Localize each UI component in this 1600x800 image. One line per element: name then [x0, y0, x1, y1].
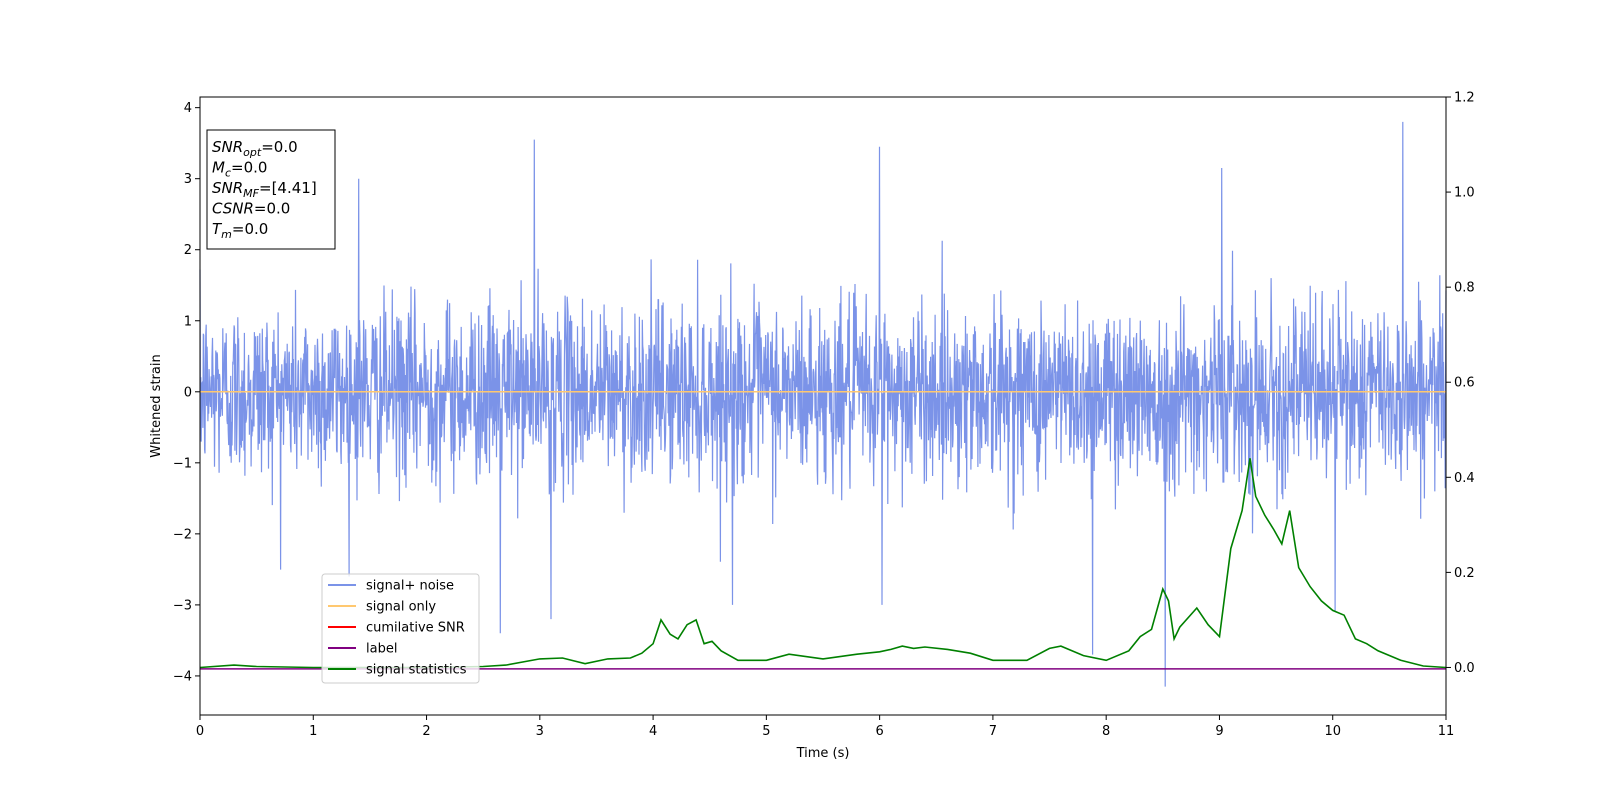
info-symbol: T — [212, 220, 223, 238]
y2-tick-label: 0.2 — [1454, 566, 1475, 581]
y-tick-label: 3 — [184, 172, 192, 187]
x-tick-label: 3 — [536, 724, 544, 739]
info-symbol: SNR — [212, 138, 243, 156]
legend-label: signal statistics — [366, 663, 467, 678]
info-value: =0.0 — [261, 138, 297, 156]
info-value: =[4.41] — [259, 179, 317, 197]
x-axis-label: Time (s) — [796, 746, 850, 761]
x-axis: 0 1 2 3 4 5 6 7 8 9 10 11 — [196, 715, 1454, 739]
x-tick-label: 8 — [1102, 724, 1110, 739]
x-tick-label: 5 — [762, 724, 770, 739]
y-tick-label: −3 — [173, 598, 192, 613]
legend-label: signal only — [366, 600, 436, 615]
y2-tick-label: 1.2 — [1454, 91, 1475, 106]
x-tick-label: 2 — [422, 724, 430, 739]
legend-label: cumilative SNR — [366, 621, 465, 636]
y-tick-label: −2 — [173, 527, 192, 542]
info-box-line: CSNR=0.0 — [212, 200, 290, 218]
info-subscript: opt — [243, 146, 262, 159]
signal-statistics-line — [199, 458, 1447, 669]
y-tick-label: 0 — [184, 385, 192, 400]
info-subscript: MF — [243, 187, 259, 200]
legend: signal+ noise signal only cumilative SNR la… — [321, 573, 480, 684]
y-axis-left: 4 3 2 1 0 −1 −2 −3 −4 — [173, 101, 200, 684]
y-tick-label: −4 — [173, 669, 192, 684]
noise-series-signal-plus-noise — [199, 121, 1447, 687]
info-box-line: SNRMF=[4.41] — [212, 179, 317, 200]
info-symbol: M — [212, 159, 225, 177]
x-tick-label: 10 — [1324, 724, 1341, 739]
noise-trace — [199, 121, 1447, 687]
info-box-line: Tm=0.0 — [212, 220, 268, 241]
legend-label: label — [366, 642, 397, 657]
x-tick-label: 11 — [1438, 724, 1455, 739]
info-value: =0.0 — [232, 220, 268, 238]
legend-label: signal+ noise — [366, 579, 454, 594]
x-tick-label: 7 — [989, 724, 997, 739]
legend-frame — [321, 573, 480, 684]
y-tick-label: 1 — [184, 314, 192, 329]
info-value: =0.0 — [254, 200, 290, 218]
info-box-frame — [206, 129, 336, 250]
y-tick-label: 2 — [184, 243, 192, 258]
info-subscript: m — [221, 228, 232, 241]
x-tick-label: 1 — [309, 724, 317, 739]
info-symbol: CSNR — [212, 200, 254, 218]
plot-frame — [199, 96, 1447, 716]
y2-tick-label: 0.6 — [1454, 376, 1475, 391]
info-subscript: c — [225, 167, 231, 180]
info-box: SNRopt=0.0Mc=0.0SNRMF=[4.41]CSNR=0.0Tm=0… — [206, 129, 336, 250]
y-tick-label: −1 — [173, 456, 192, 471]
info-value: =0.0 — [231, 159, 267, 177]
x-tick-label: 9 — [1215, 724, 1223, 739]
info-box-line: Mc=0.0 — [212, 159, 267, 180]
x-tick-label: 6 — [875, 724, 883, 739]
y2-tick-label: 1.0 — [1454, 186, 1475, 201]
x-tick-label: 4 — [649, 724, 657, 739]
y-axis-label: Whitened strain — [149, 354, 164, 457]
info-symbol: SNR — [212, 179, 243, 197]
y-tick-label: 4 — [184, 101, 192, 116]
y2-tick-label: 0.8 — [1454, 281, 1475, 296]
y2-tick-label: 0.0 — [1454, 661, 1475, 676]
info-box-line: SNRopt=0.0 — [212, 138, 298, 159]
y-axis-right: 1.2 1.0 0.8 0.6 0.4 0.2 0.0 — [1446, 91, 1475, 676]
x-tick-label: 0 — [196, 724, 204, 739]
y2-tick-label: 0.4 — [1454, 471, 1475, 486]
